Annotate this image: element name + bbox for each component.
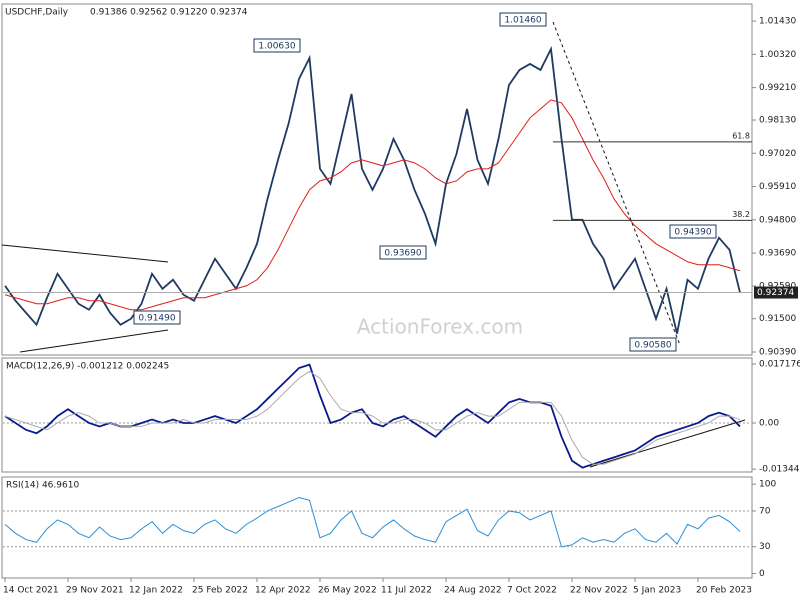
annotation: 0.91490	[138, 314, 175, 324]
fib-label: 38.2	[732, 210, 750, 219]
x-tick-label: 5 Jan 2023	[633, 586, 681, 596]
y-tick-label: 0.00	[759, 418, 779, 428]
x-tick-label: 29 Nov 2021	[66, 586, 124, 596]
y-tick-label: 0.99210	[759, 83, 796, 93]
series-line	[4, 497, 741, 548]
price-title: USDCHF,Daily	[5, 8, 69, 18]
y-tick-label: 0.95910	[759, 182, 796, 192]
macd-panel	[1, 357, 753, 473]
last-price-label: 0.92374	[757, 288, 794, 298]
watermark: ActionForex.com	[357, 315, 523, 339]
y-tick-label: 100	[759, 480, 776, 490]
annotation: 0.94390	[674, 228, 711, 238]
price-ohlc: 0.91386 0.92562 0.91220 0.92374	[90, 8, 248, 18]
rsi-panel	[1, 476, 753, 579]
annotation-box	[379, 245, 427, 260]
y-tick-label: 70	[759, 506, 771, 516]
series-line	[4, 370, 741, 465]
y-tick-label: 0.93690	[759, 249, 796, 259]
annotation-box	[253, 38, 301, 53]
y-tick-label: 1.01430	[759, 17, 796, 27]
trend-line	[19, 329, 169, 353]
x-tick-label: 14 Oct 2021	[3, 586, 59, 596]
x-tick-label: 12 Apr 2022	[255, 586, 311, 596]
annotation: 1.00630	[258, 42, 295, 52]
annotation-box	[629, 337, 677, 352]
y-tick-label: 0.94800	[759, 215, 796, 225]
price-panel	[1, 3, 753, 356]
trend-line	[589, 419, 746, 468]
last-price-box	[754, 286, 798, 299]
annotation: 0.93690	[384, 249, 421, 259]
x-tick-label: 22 Nov 2022	[570, 586, 628, 596]
fib-label: 61.8	[732, 131, 750, 140]
y-tick-label: 0.90390	[759, 348, 796, 358]
y-tick-label: 1.00320	[759, 50, 796, 60]
x-tick-label: 12 Jan 2022	[129, 586, 183, 596]
trend-line	[1, 244, 169, 263]
y-tick-label: 0	[759, 569, 765, 579]
x-tick-label: 25 Feb 2022	[192, 586, 248, 596]
x-tick-label: 20 Feb 2023	[696, 586, 752, 596]
x-tick-label: 24 Aug 2022	[444, 586, 502, 596]
annotation-box	[669, 224, 717, 239]
annotation-box	[133, 310, 181, 325]
y-tick-label: 0.91500	[759, 314, 796, 324]
rsi-title: RSI(14) 46.9610	[6, 481, 79, 491]
y-tick-label: -0.013446	[759, 465, 800, 475]
annotation: 0.90580	[634, 341, 671, 351]
macd-title: MACD(12,26,9) -0.001212 0.002245	[6, 362, 169, 372]
y-tick-label: 30	[759, 542, 771, 552]
annotation-box	[499, 12, 547, 27]
x-tick-label: 26 May 2022	[318, 586, 377, 596]
series-line	[4, 45, 741, 334]
annotation: 1.01460	[504, 16, 541, 26]
x-tick-label: 7 Oct 2022	[507, 586, 557, 596]
x-tick-label: 11 Jul 2022	[381, 586, 432, 596]
trend-line	[552, 21, 681, 346]
y-tick-label: 0.98130	[759, 116, 796, 126]
series-line	[4, 99, 741, 311]
y-tick-label: 0.017176	[759, 359, 800, 369]
y-tick-label: 0.97020	[759, 149, 796, 159]
